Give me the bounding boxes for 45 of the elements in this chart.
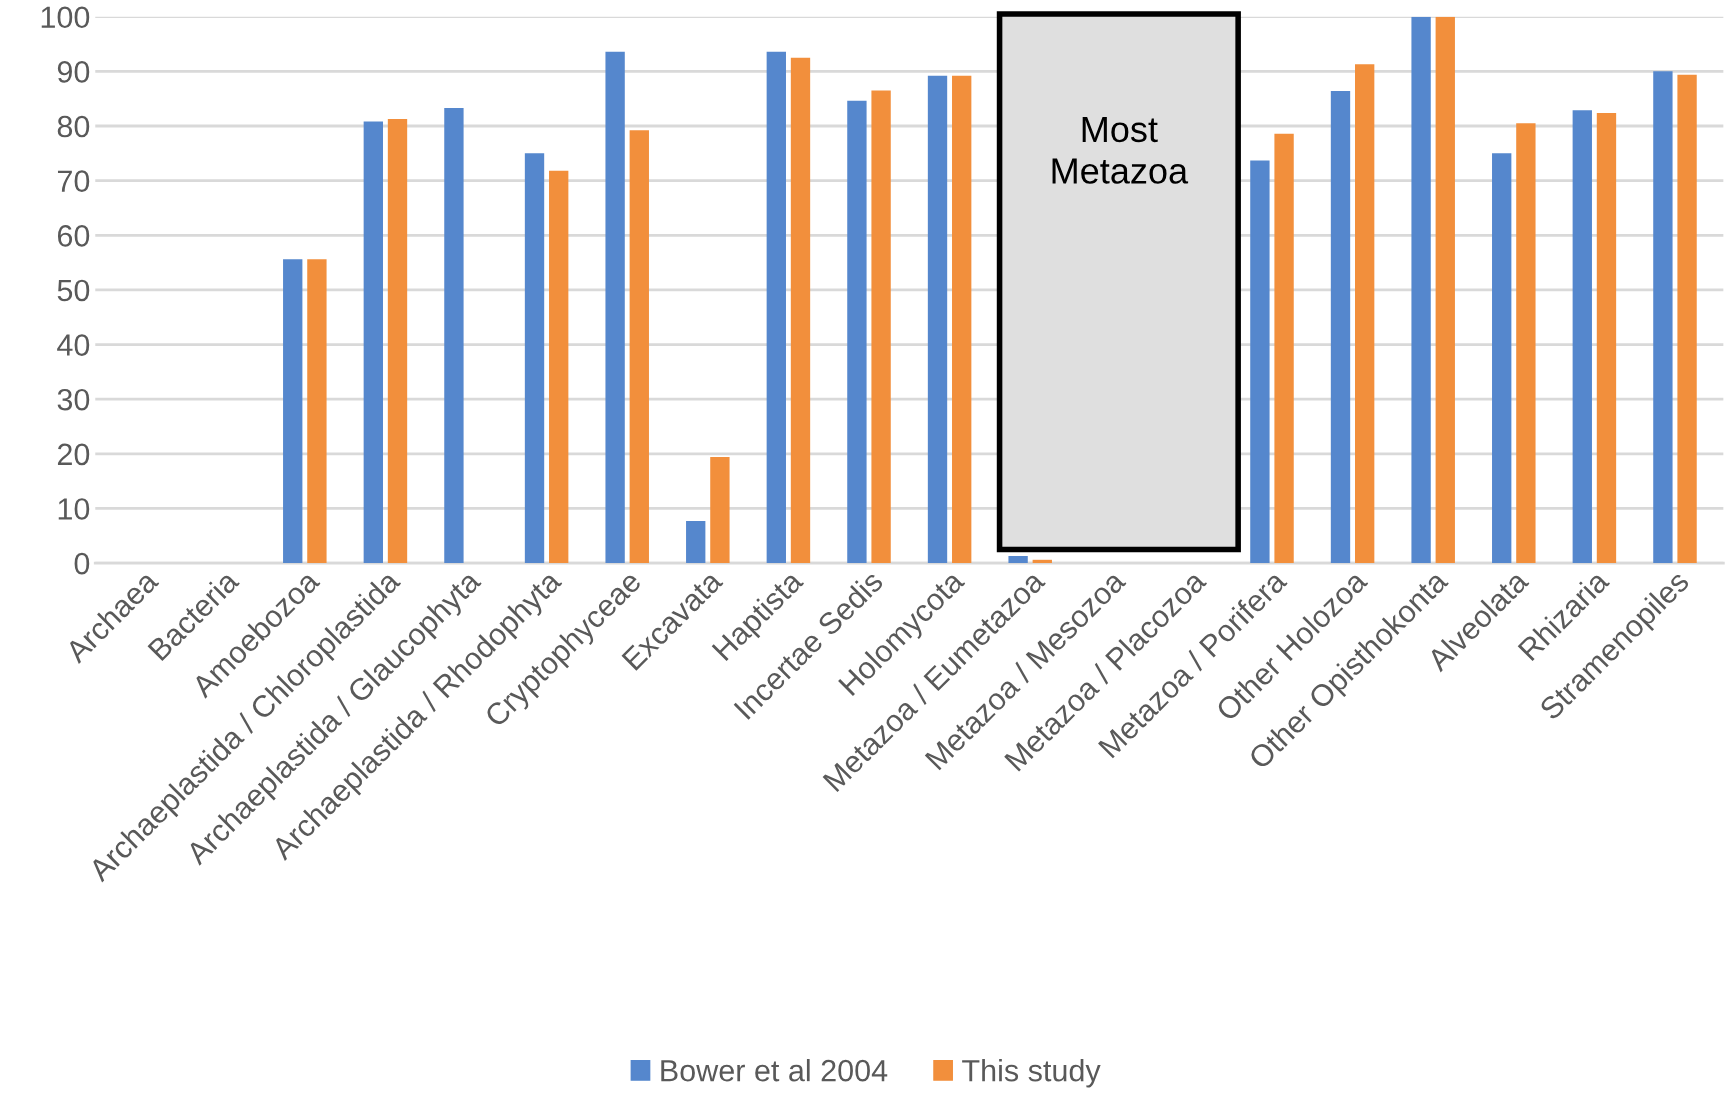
bar [710,457,730,564]
bar [1677,74,1697,564]
bar [790,57,811,564]
bar [629,130,649,564]
bar [524,153,545,564]
y-tick-label: 90 [57,61,90,83]
bar [847,100,867,564]
bar [766,51,786,564]
y-tick-label: 80 [57,115,90,138]
bar [1516,123,1536,564]
bar [1596,112,1617,564]
bar [1355,64,1375,564]
y-tick-label: 100 [41,6,90,29]
y-tick-label: 20 [57,443,90,466]
bar [444,107,464,564]
bar [283,259,303,564]
bar [1250,160,1270,564]
bar [952,75,972,564]
y-tick-label: 40 [57,334,90,356]
bar [549,170,569,564]
bar [363,121,383,564]
bar [1653,71,1673,564]
legend-label: Bower et al 2004 [661,1059,888,1082]
bar [605,51,625,564]
y-tick-label: 70 [57,170,90,192]
bar [387,118,408,564]
bar [871,90,891,564]
bar [1492,153,1512,564]
bar [1572,110,1592,564]
bar [1330,91,1351,564]
bar [307,259,327,564]
legend-label: This study [962,1059,1101,1088]
bar [1008,555,1028,564]
y-tick-label: 10 [58,498,90,520]
bar [686,521,706,564]
bar [1411,16,1431,564]
bar [1274,133,1294,564]
y-tick-label: 0 [74,552,90,575]
y-tick-label: 60 [57,225,90,247]
bar [1435,16,1455,564]
bar [927,75,948,564]
bar [1032,559,1052,564]
y-tick-label: 30 [57,388,90,411]
annotation: Most Metazoa [1052,117,1189,184]
y-tick-label: 50 [57,279,90,302]
